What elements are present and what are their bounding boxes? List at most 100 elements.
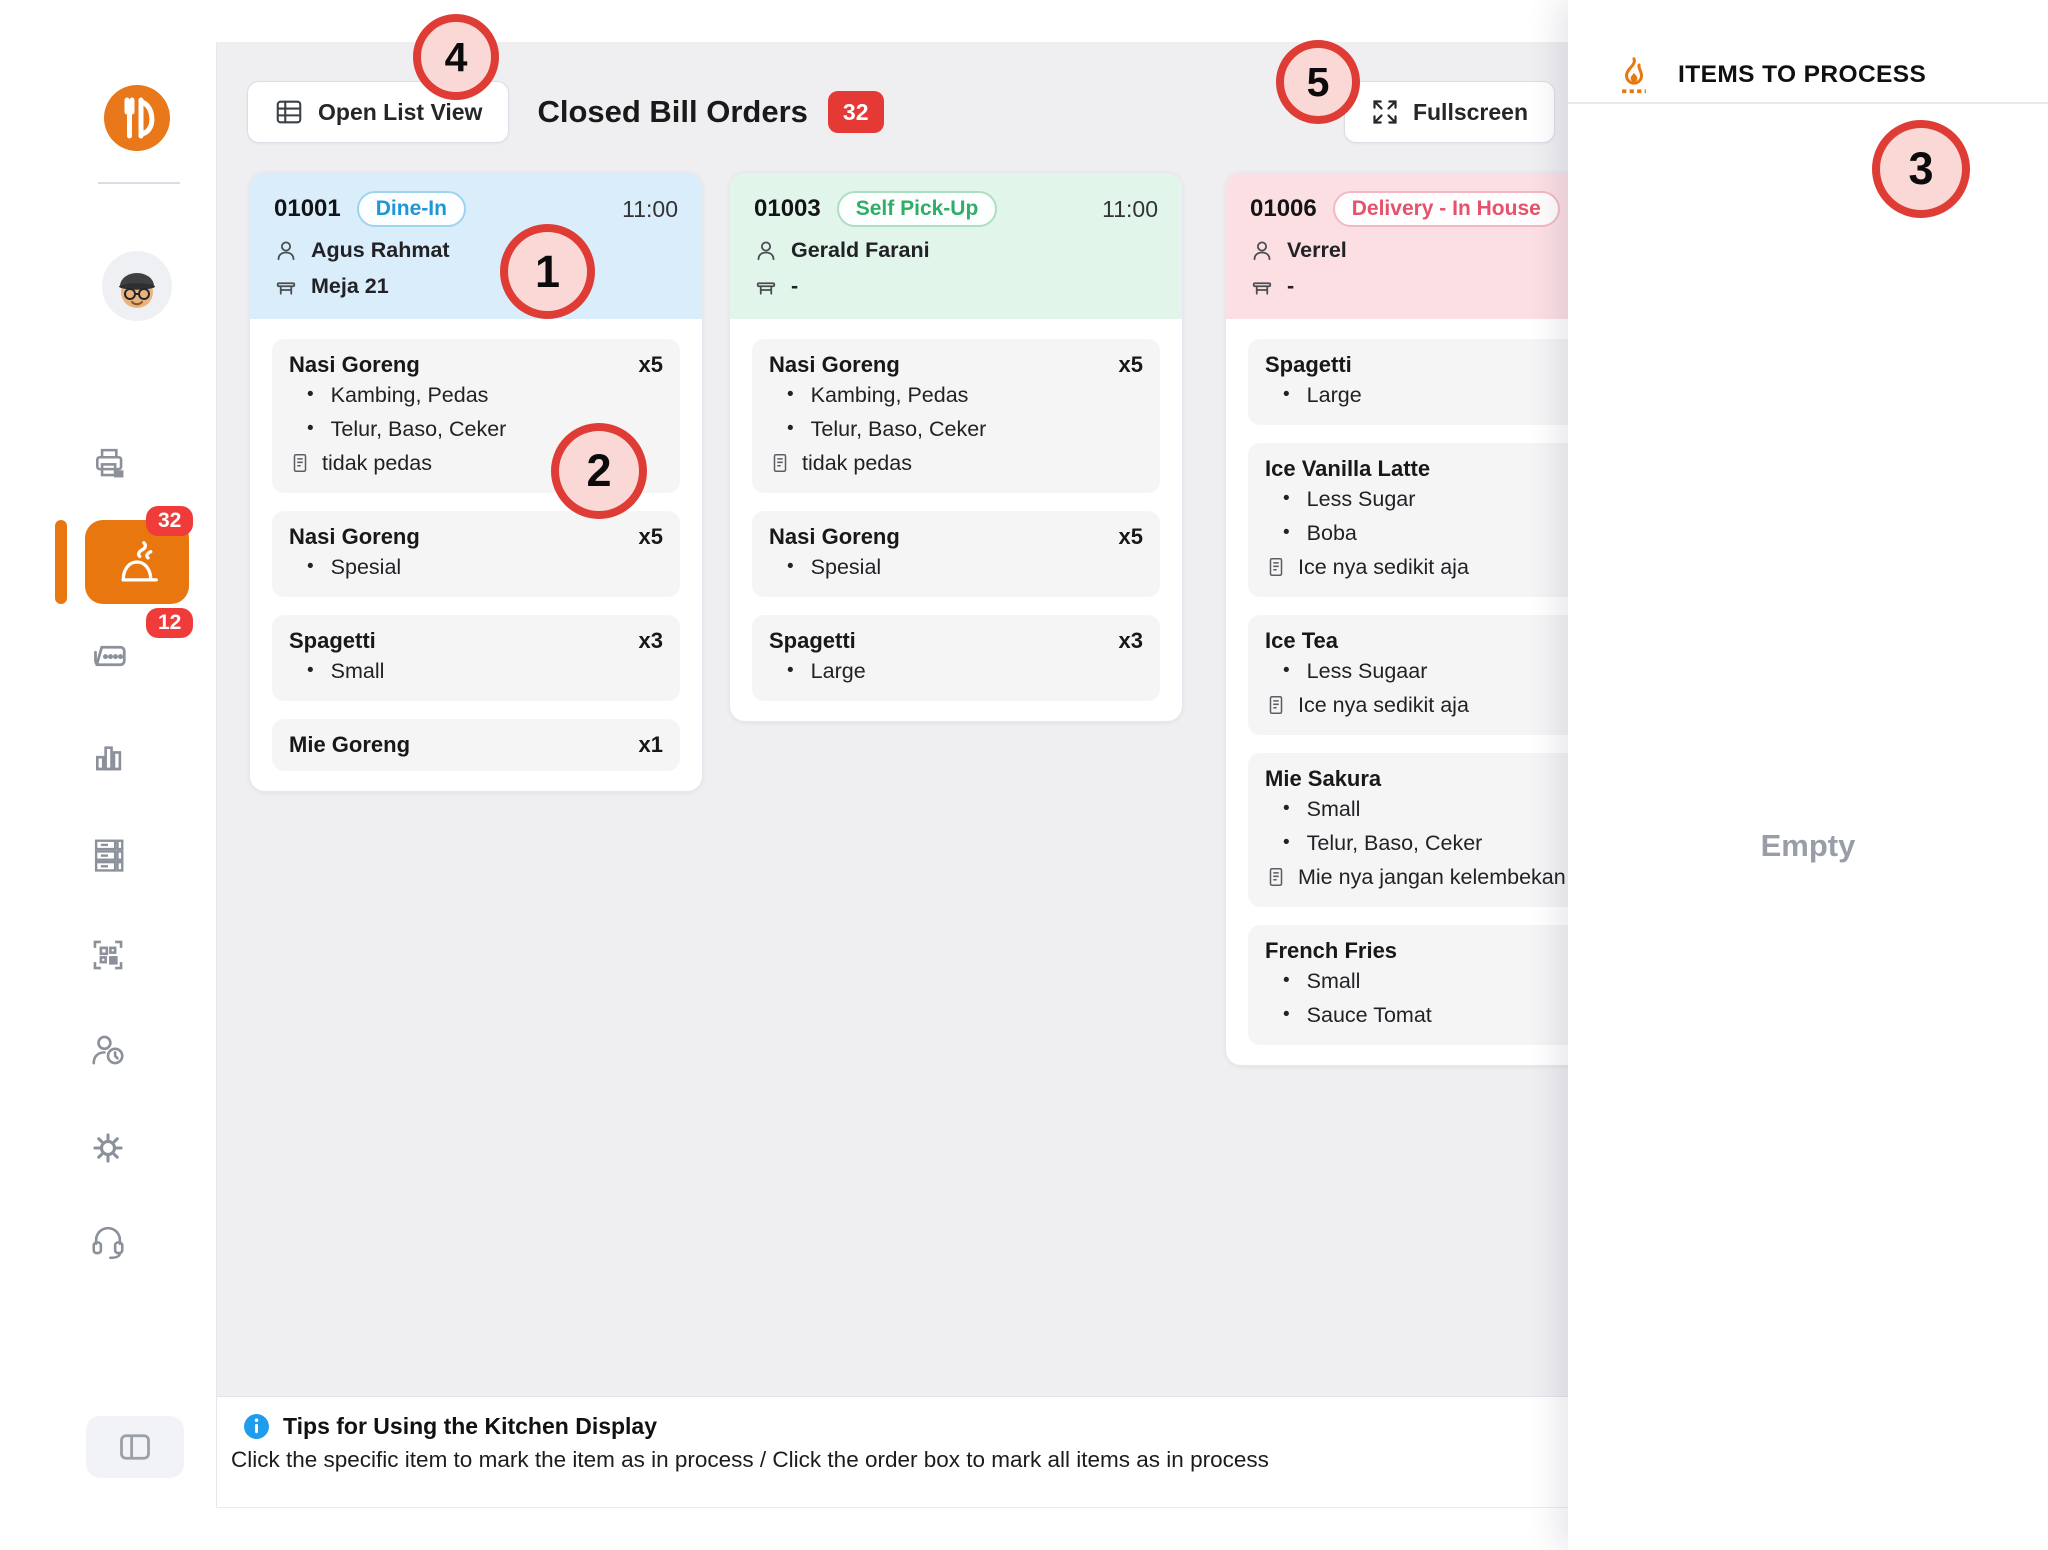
list-view-grid-icon — [274, 97, 304, 127]
item-modifier: Kambing, Pedas — [289, 378, 663, 412]
item-modifier: Large — [769, 654, 1143, 688]
order-card-01001[interactable]: 01001 Dine-In 11:00 Agus Rahmat — [249, 172, 703, 792]
order-cards-row: 01001 Dine-In 11:00 Agus Rahmat — [249, 172, 1679, 1066]
item-name: Spagetti — [769, 628, 856, 653]
note-icon — [1265, 694, 1287, 716]
item-modifier: Spesial — [769, 550, 1143, 584]
kitchen-display-badge: 32 — [146, 506, 194, 536]
item-name: Ice Tea — [1265, 628, 1338, 653]
sidebar-item-qr-scan[interactable] — [88, 935, 128, 975]
person-icon — [274, 239, 298, 263]
item-modifier: Kambing, Pedas — [769, 378, 1143, 412]
order-items: Nasi Goreng x5 Kambing, Pedas Telur, Bas… — [730, 319, 1182, 721]
order-card-header[interactable]: 01001 Dine-In 11:00 Agus Rahmat — [250, 173, 702, 319]
reservation-badge: 12 — [146, 608, 194, 638]
item-name: Nasi Goreng — [289, 524, 420, 549]
order-item[interactable]: Spagetti x3 Large — [752, 615, 1160, 701]
sidebar-item-printer[interactable] — [88, 442, 128, 482]
order-item[interactable]: Nasi Goreng x5 Spesial — [752, 511, 1160, 597]
customer-name: Verrel — [1287, 238, 1347, 262]
sidebar-divider — [98, 182, 180, 184]
table-label: Meja 21 — [311, 274, 389, 298]
annotation-callout-4: 4 — [413, 14, 499, 100]
user-avatar[interactable] — [101, 250, 173, 322]
item-name: French Fries — [1265, 938, 1398, 963]
order-item[interactable]: Spagetti x3 Small — [272, 615, 680, 701]
item-modifier: Telur, Baso, Ceker — [769, 412, 1143, 446]
item-qty: x5 — [638, 352, 663, 377]
tips-bar: Tips for Using the Kitchen Display Click… — [216, 1396, 1568, 1508]
tips-title: Tips for Using the Kitchen Display — [283, 1413, 658, 1439]
customer-name: Agus Rahmat — [311, 238, 450, 262]
item-note: tidak pedas — [802, 451, 912, 475]
printer-icon — [89, 443, 127, 481]
qr-scan-icon — [89, 936, 127, 974]
annotation-callout-5: 5 — [1276, 40, 1360, 124]
sidebar: 32 12 — [0, 0, 216, 1550]
sidebar-item-kitchen-display[interactable] — [85, 520, 189, 604]
orders-count-badge: 32 — [827, 91, 884, 133]
note-icon — [1265, 866, 1287, 888]
kitchen-display-main: Open List View Closed Bill Orders 32 Ful… — [216, 42, 1679, 1396]
item-modifier: Small — [1265, 964, 1639, 998]
page-title: Closed Bill Orders — [537, 94, 808, 129]
staff-shift-icon — [89, 1031, 127, 1069]
order-item[interactable]: Nasi Goreng x5 Kambing, Pedas Telur, Bas… — [752, 339, 1160, 493]
item-name: Nasi Goreng — [769, 524, 900, 549]
item-qty: x5 — [638, 524, 663, 549]
table-icon — [274, 275, 298, 299]
item-modifier: Sauce Tomat — [1265, 998, 1639, 1032]
items-to-process-panel: ITEMS TO PROCESS Empty — [1568, 0, 2048, 1550]
restaurant-logo-icon — [101, 82, 173, 154]
fullscreen-button[interactable]: Fullscreen — [1343, 81, 1555, 143]
settings-gear-icon — [89, 1129, 127, 1167]
item-name: Mie Goreng — [289, 732, 411, 757]
order-id: 01003 — [754, 195, 821, 222]
table-icon — [1250, 275, 1274, 299]
annotation-callout-3: 3 — [1872, 120, 1970, 218]
item-modifier: Telur, Baso, Ceker — [1265, 826, 1639, 860]
item-modifier: Small — [289, 654, 663, 688]
order-item[interactable]: Nasi Goreng x5 Spesial — [272, 511, 680, 597]
item-qty: x1 — [638, 732, 663, 757]
table-label: - — [1287, 274, 1295, 298]
annotation-callout-2: 2 — [551, 423, 647, 519]
order-item[interactable]: Mie Goreng x1 — [272, 719, 680, 771]
sidebar-item-table-reservation[interactable] — [88, 636, 128, 676]
table-reservation-icon — [88, 636, 128, 676]
sidebar-item-support[interactable] — [88, 1220, 128, 1260]
open-list-view-button[interactable]: Open List View — [247, 81, 510, 143]
item-name: Nasi Goreng — [769, 352, 900, 377]
sidebar-toggle-icon — [117, 1429, 153, 1465]
order-items: Nasi Goreng x5 Kambing, Pedas Telur, Bas… — [250, 319, 702, 791]
item-qty: x5 — [1118, 524, 1143, 549]
active-nav-indicator — [55, 520, 67, 604]
order-card-header[interactable]: 01003 Self Pick-Up 11:00 Gerald Farani — [730, 173, 1182, 319]
bar-chart-icon — [89, 737, 127, 775]
annotation-callout-1: 1 — [500, 224, 595, 319]
sidebar-collapse-button[interactable] — [86, 1416, 184, 1478]
order-card-01003[interactable]: 01003 Self Pick-Up 11:00 Gerald Farani — [729, 172, 1183, 722]
headset-icon — [89, 1221, 127, 1259]
item-note: Mie nya jangan kelembekan — [1298, 865, 1566, 889]
items-to-process-title: ITEMS TO PROCESS — [1678, 61, 1927, 88]
sidebar-item-staff-shift[interactable] — [88, 1030, 128, 1070]
customer-name: Gerald Farani — [791, 238, 930, 262]
item-name: Spagetti — [1265, 352, 1352, 377]
items-to-process-header: ITEMS TO PROCESS — [1568, 0, 2048, 104]
item-qty: x3 — [1118, 628, 1143, 653]
tips-description: Click the specific item to mark the item… — [231, 1447, 1269, 1472]
open-list-view-label: Open List View — [318, 98, 483, 125]
shelf-rack-icon — [89, 836, 127, 874]
item-modifier: Less Sugar — [1265, 482, 1639, 516]
item-name: Ice Vanilla Latte — [1265, 456, 1431, 481]
item-modifier: Large — [1265, 378, 1639, 412]
sidebar-item-settings[interactable] — [88, 1128, 128, 1168]
sidebar-item-reports[interactable] — [88, 736, 128, 776]
sidebar-item-inventory[interactable] — [88, 835, 128, 875]
item-note: Ice nya sedikit aja — [1298, 555, 1469, 579]
flame-grill-icon — [1614, 55, 1654, 95]
items-to-process-empty-state: Empty — [1760, 828, 1856, 863]
note-icon — [1265, 556, 1287, 578]
